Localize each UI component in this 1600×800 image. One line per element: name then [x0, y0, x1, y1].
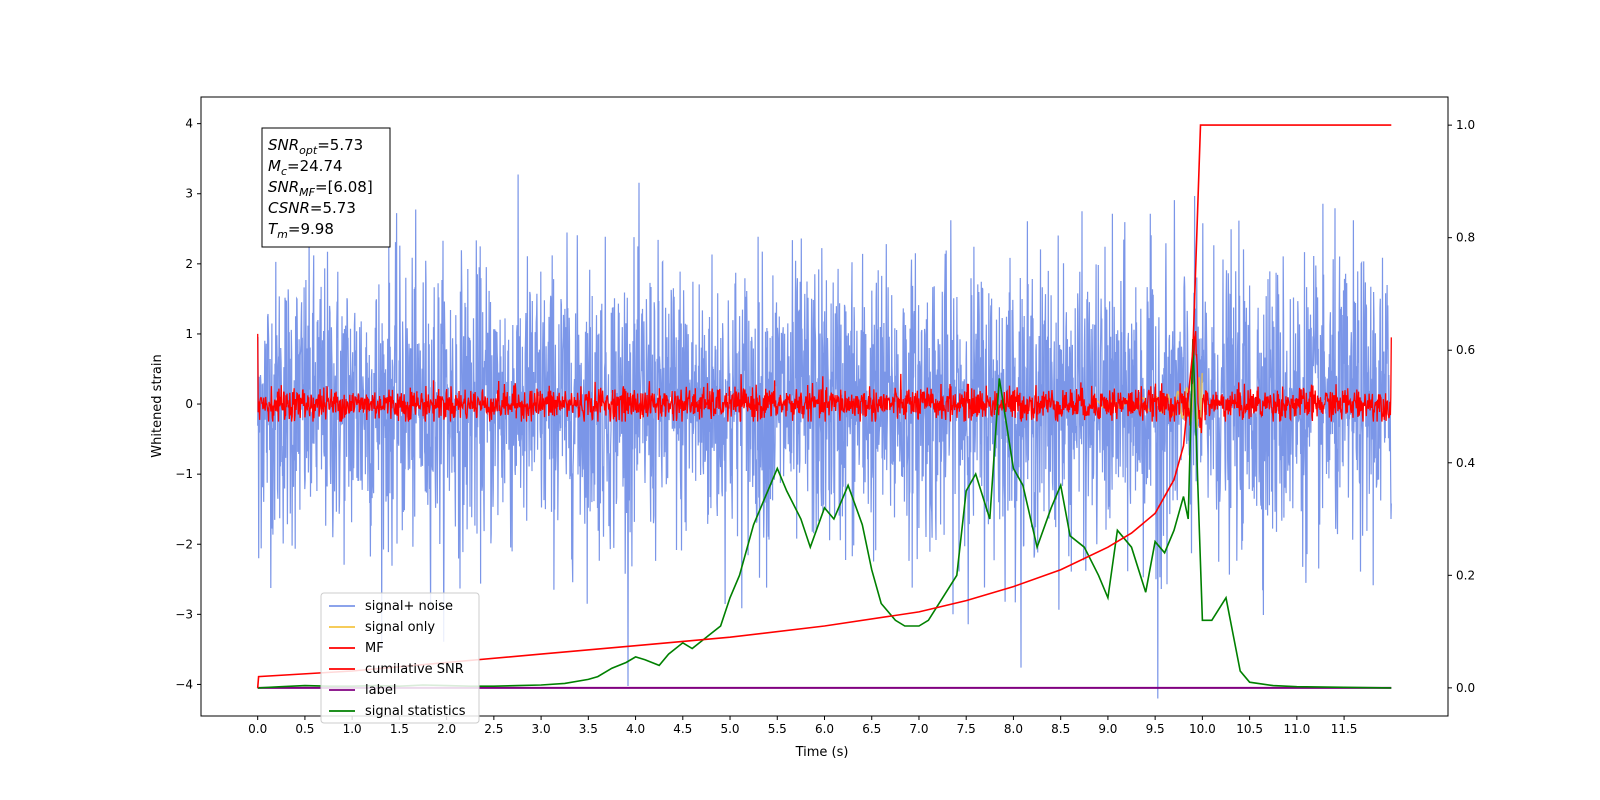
y-tick-label: 1 [185, 327, 193, 341]
x-tick-label: 2.5 [484, 722, 503, 736]
y-axis-ticks: 4 3 2 1 0 −1 −2 −3 −4 [175, 117, 201, 691]
annotation-symbol: SNR [268, 136, 299, 154]
x-tick-label: 9.0 [1098, 722, 1117, 736]
x-tick-label: 1.5 [390, 722, 409, 736]
annotation-symbol: CSNR [268, 199, 310, 217]
annotation-symbol: SNR [268, 178, 299, 196]
annotation-frame [261, 127, 391, 248]
y2-tick-label: 0.4 [1456, 456, 1475, 470]
annotation-symbol: T [268, 220, 279, 238]
x-tick-label: 10.5 [1236, 722, 1263, 736]
x-tick-label: 4.5 [673, 722, 692, 736]
x-tick-label: 6.5 [862, 722, 881, 736]
x-tick-label: 0.5 [295, 722, 314, 736]
annotation-line: SNRopt=5.73 [268, 136, 363, 157]
series-mf-line [257, 331, 1392, 434]
x-tick-label: 8.0 [1004, 722, 1023, 736]
y2-tick-label: 0.6 [1456, 343, 1475, 357]
annotation-value: =5.73 [317, 136, 363, 154]
legend-entry: signal statistics [365, 704, 466, 719]
x-axis-ticks: 0.0 0.5 1.0 1.5 2.0 2.5 3.0 3.5 4.0 4.5 5.0 5.5 6.0 6… [248, 716, 1357, 736]
x-tick-label: 5.5 [768, 722, 787, 736]
x-tick-label: 7.5 [957, 722, 976, 736]
y-tick-label: −3 [175, 607, 193, 621]
y2-tick-label: 0.2 [1456, 568, 1475, 582]
x-tick-label: 5.0 [720, 722, 739, 736]
x-tick-label: 3.0 [532, 722, 551, 736]
x-tick-label: 10.0 [1189, 722, 1216, 736]
annotation-value: =24.74 [287, 157, 343, 175]
y-tick-label: 4 [185, 117, 193, 131]
x-tick-label: 11.5 [1331, 722, 1358, 736]
legend-entry: MF [365, 641, 384, 656]
legend-entry: label [365, 683, 396, 698]
y-axis-label: Whitened strain [150, 354, 165, 457]
legend-entry: cumilative SNR [365, 662, 464, 677]
x-axis-label: Time (s) [795, 745, 849, 760]
annotation-line: SNRMF=[6.08] [268, 178, 373, 199]
y-tick-label: −4 [175, 677, 193, 691]
legend-entry: signal+ noise [365, 599, 453, 614]
annotation-symbol: M [268, 157, 281, 175]
annotation-subscript: c [281, 165, 287, 178]
x-tick-label: 0.0 [248, 722, 267, 736]
annotation-subscript: MF [299, 186, 315, 199]
legend-entry: signal only [365, 620, 435, 635]
x-tick-label: 4.0 [626, 722, 645, 736]
y2-tick-label: 1.0 [1456, 118, 1475, 132]
y2-tick-label: 0.0 [1456, 681, 1475, 695]
x-tick-label: 11.0 [1283, 722, 1310, 736]
x-tick-label: 8.5 [1051, 722, 1070, 736]
annotation-line: CSNR=5.73 [268, 199, 356, 217]
x-tick-label: 1.0 [343, 722, 362, 736]
annotation-subscript: m [277, 228, 288, 241]
annotation-line: Mc=24.74 [268, 157, 343, 178]
annotation-subscript: opt [299, 144, 318, 157]
y-tick-label: 0 [185, 397, 193, 411]
legend-frame [320, 592, 480, 724]
annotation-value: =5.73 [310, 199, 356, 217]
annotation-value: =[6.08] [315, 178, 373, 196]
annotation-box: SNRopt=5.73Mc=24.74SNRMF=[6.08]CSNR=5.73… [261, 127, 391, 248]
y-tick-label: −1 [175, 467, 193, 481]
legend: signal+ noise signal only MF cumilative SNR… [320, 592, 480, 724]
annotation-value: =9.98 [288, 220, 334, 238]
y2-axis-ticks: 1.0 0.8 0.6 0.4 0.2 0.0 [1448, 118, 1475, 695]
y-tick-label: 2 [185, 257, 193, 271]
annotation-line: Tm=9.98 [268, 220, 334, 241]
y-tick-label: −2 [175, 537, 193, 551]
x-tick-label: 3.5 [579, 722, 598, 736]
x-tick-label: 9.5 [1146, 722, 1165, 736]
x-tick-label: 7.0 [909, 722, 928, 736]
x-tick-label: 2.0 [437, 722, 456, 736]
x-tick-label: 6.0 [815, 722, 834, 736]
y-tick-label: 3 [185, 187, 193, 201]
series-signal-statistics-line [257, 338, 1392, 689]
y2-tick-label: 0.8 [1456, 231, 1475, 245]
